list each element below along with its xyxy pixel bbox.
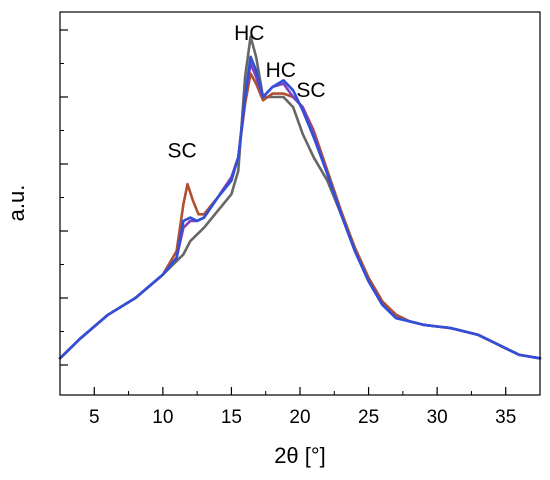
ticks-layer: 5 10 15 20 25 30 35 xyxy=(59,29,541,428)
x-tick-label: 5 xyxy=(89,407,100,428)
annotation-hc: HC xyxy=(234,22,264,45)
plot-frame xyxy=(59,11,541,396)
series-line-2 xyxy=(58,72,542,360)
x-tick-label: 10 xyxy=(152,407,173,428)
annotation-hc: HC xyxy=(266,59,296,82)
series-line-4 xyxy=(58,55,542,360)
x-axis-label: 2θ [°] xyxy=(274,443,326,468)
annotation-sc: SC xyxy=(296,79,325,102)
x-tick-label: 20 xyxy=(289,407,310,428)
x-tick-label: 30 xyxy=(427,407,448,428)
annotation-sc: SC xyxy=(167,139,196,162)
x-tick-label: 35 xyxy=(495,407,516,428)
x-tick-label: 25 xyxy=(358,407,379,428)
x-tick-label: 15 xyxy=(221,407,242,428)
y-axis-label: a.u. xyxy=(4,185,29,222)
series-layer xyxy=(58,35,542,360)
